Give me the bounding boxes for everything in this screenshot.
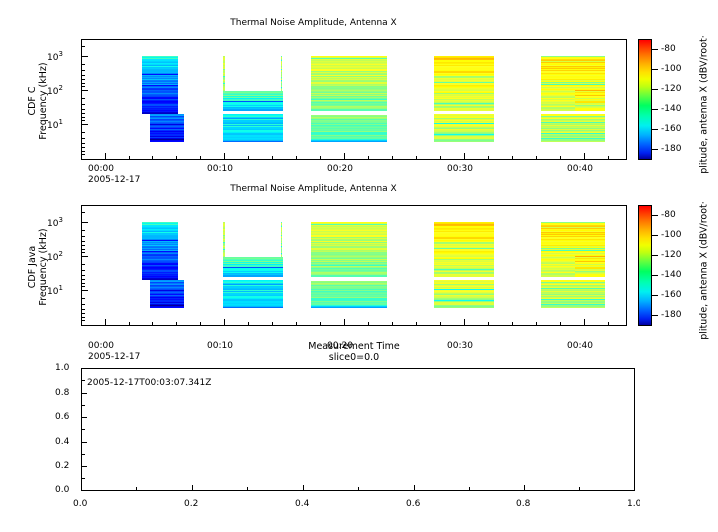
panel-cdf-java-xtick-2: 00:20 (327, 341, 353, 351)
heatmap-block (280, 222, 283, 258)
panel-cdf-c-cbtick-0: -80 (661, 44, 676, 54)
panel-cdf-c-cbtick-4: -160 (661, 124, 682, 134)
panel-empty-plot-ytick-2: 0.6 (55, 412, 70, 422)
panel-cdf-c-cbtick-2: -120 (661, 84, 682, 94)
panel-cdf-c-cbtick-3: -140 (661, 104, 682, 114)
panel-empty-plot-frame (81, 368, 635, 491)
panel-cdf-c-heatmap (82, 40, 626, 159)
heatmap-block (575, 90, 605, 112)
panel-cdf-java-cbtick-4: -160 (661, 290, 682, 300)
heatmap-block (434, 56, 494, 112)
panel-empty-plot-xtick-3: 0.6 (406, 499, 421, 509)
panel-empty-plot-xtick-5: 1.0 (627, 499, 640, 509)
panel-cdf-java-xtick-3: 00:30 (447, 341, 473, 351)
panel-cdf-c-xtick-date: 2005-12-17 (88, 175, 141, 185)
heatmap-block (223, 222, 225, 258)
panel-empty-plot-ytick-0: 1.0 (55, 363, 70, 373)
panel-cdf-java-cbtick-3: -140 (661, 270, 682, 280)
panel-cdf-java-xlabel-sub: slice0=0.0 (328, 352, 380, 363)
heatmap-block (223, 113, 284, 143)
panel-empty-plot-xtick-0: 0.0 (73, 499, 88, 509)
panel-cdf-c-title: Thermal Noise Amplitude, Antenna X (230, 18, 397, 28)
panel-cdf-c-cbtick-5: -180 (661, 144, 682, 154)
panel-cdf-java-xtick-0: 00:00 (88, 341, 114, 351)
heatmap-block (223, 256, 284, 278)
panel-cdf-java-ylabel-line1: CDF Java (27, 245, 38, 289)
panel-cdf-java-xtick-4: 00:40 (567, 341, 593, 351)
panel-empty-plot-xtick-1: 0.2 (184, 499, 199, 509)
heatmap-block (311, 114, 387, 143)
panel-cdf-java-ytick-1e1: 101 (47, 284, 63, 297)
panel-cdf-java-xtick-1: 00:10 (207, 341, 233, 351)
heatmap-block (434, 279, 494, 309)
heatmap-block (311, 56, 387, 112)
panel-empty-plot-xtick-2: 0.4 (295, 499, 310, 509)
panel-cdf-java-cbtick-5: -180 (661, 310, 682, 320)
heatmap-block (434, 113, 494, 143)
panel-cdf-java-ytick-1e3: 103 (47, 216, 63, 229)
heatmap-block (541, 279, 605, 309)
panel-empty-plot-xtick-4: 0.8 (516, 499, 531, 509)
heatmap-block (541, 113, 605, 143)
panel-empty-plot-ytick-3: 0.4 (55, 437, 70, 447)
panel-cdf-c-ytick-1e3: 103 (47, 50, 63, 63)
panel-cdf-java-colorbar (638, 205, 652, 326)
heatmap-block (434, 222, 494, 278)
panel-cdf-c-xtick-0: 00:00 (88, 164, 114, 174)
heatmap-block (142, 56, 179, 115)
panel-cdf-java-ylabel: CDF Java Frequency (kHz) (27, 202, 49, 332)
heatmap-block (311, 222, 387, 278)
panel-cdf-java-cbtick-2: -120 (661, 250, 682, 260)
panel-cdf-java-ytick-1e2: 102 (47, 250, 63, 263)
panel-cdf-java-colorbar-label: plitude, antenna X (dBV/root· (698, 201, 710, 340)
panel-cdf-c-xtick-4: 00:40 (567, 164, 593, 174)
panel-cdf-c-xtick-2: 00:20 (327, 164, 353, 174)
panel-cdf-c-xtick-1: 00:10 (207, 164, 233, 174)
panel-cdf-java-xtick-date: 2005-12-17 (88, 352, 141, 362)
panel-cdf-c-ytick-1e2: 102 (47, 84, 63, 97)
panel-cdf-java-cbtick-1: -100 (661, 230, 682, 240)
heatmap-block (142, 222, 179, 281)
panel-cdf-java-cbtick-0: -80 (661, 210, 676, 220)
panel-cdf-java-heatmap (82, 206, 626, 325)
heatmap-block (541, 222, 605, 278)
heatmap-block (575, 256, 605, 278)
heatmap-block (150, 279, 185, 309)
heatmap-block (541, 56, 605, 112)
heatmap-block (311, 280, 387, 309)
panel-empty-plot-annotation: 2005-12-17T00:03:07.341Z (87, 378, 212, 388)
heatmap-block (150, 113, 185, 143)
panel-cdf-c-ylabel: CDF C Frequency (kHz) (27, 36, 49, 166)
panel-cdf-c-xtick-3: 00:30 (447, 164, 473, 174)
panel-cdf-c-colorbar (638, 39, 652, 160)
heatmap-block (223, 279, 284, 309)
panel-empty-plot-ytick-4: 0.2 (55, 461, 70, 471)
heatmap-block (280, 56, 283, 92)
panel-cdf-c-colorbar-label: plitude, antenna X (dBV/root· (698, 35, 710, 174)
panel-cdf-c-cbtick-1: -100 (661, 64, 682, 74)
panel-cdf-java-xlabel: Measurement Time (308, 341, 400, 352)
heatmap-block (223, 90, 284, 112)
panel-empty-plot-ytick-5: 0.0 (55, 485, 70, 495)
panel-cdf-java-title: Thermal Noise Amplitude, Antenna X (230, 184, 397, 194)
panel-empty-plot-ytick-1: 0.8 (55, 388, 70, 398)
heatmap-block (223, 56, 225, 92)
panel-cdf-c-ylabel-line1: CDF C (27, 86, 38, 116)
panel-cdf-c-ytick-1e1: 101 (47, 118, 63, 131)
